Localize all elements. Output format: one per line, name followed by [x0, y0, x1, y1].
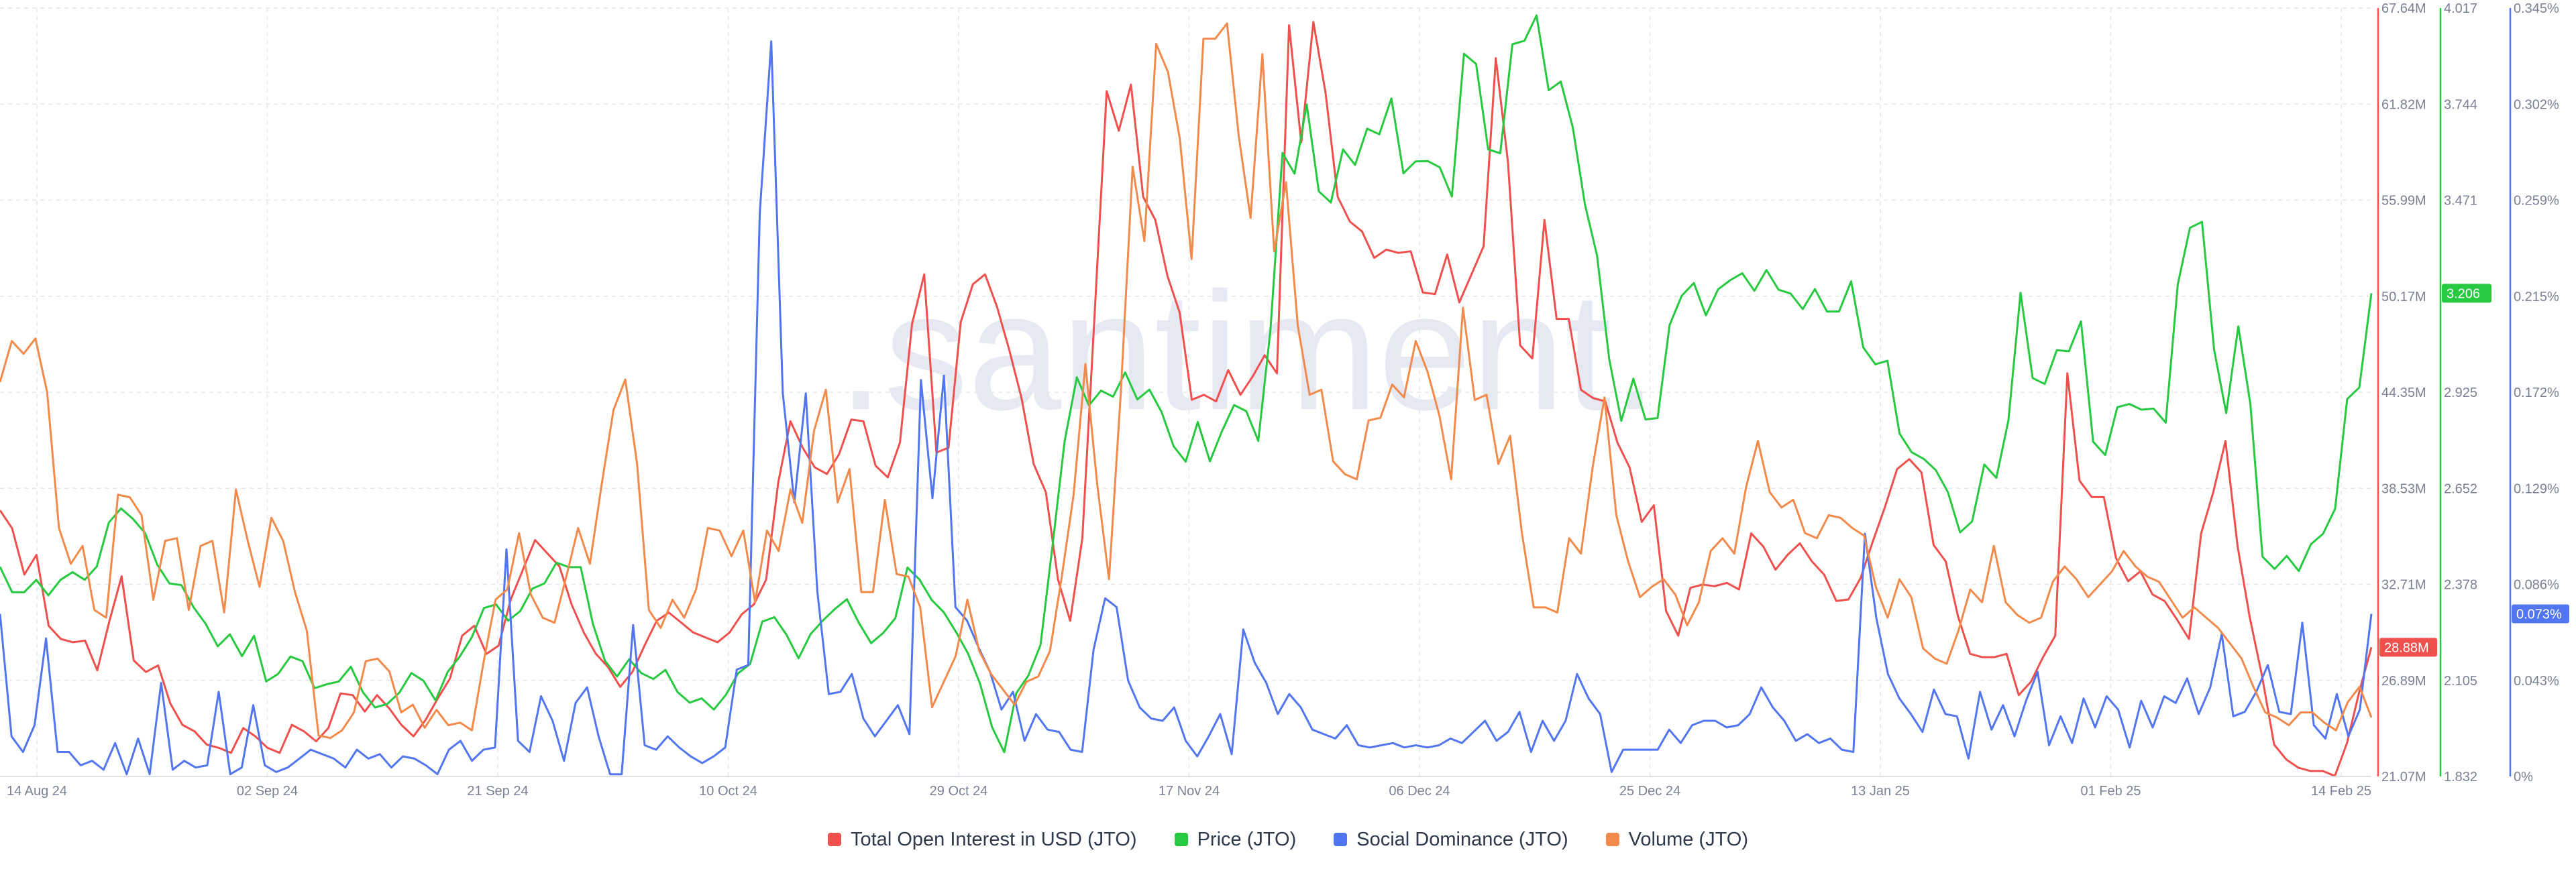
y-tick-label-oi: 21.07M: [2381, 770, 2426, 784]
legend-label-open-interest: Total Open Interest in USD (JTO): [851, 828, 1137, 850]
y-tick-label-oi: 55.99M: [2381, 194, 2426, 209]
x-tick-label: 14 Aug 24: [7, 784, 67, 799]
y-tick-label-social: 0.302%: [2514, 97, 2559, 112]
y-tick-label-oi: 61.82M: [2381, 97, 2426, 112]
series-line-price[interactable]: [0, 14, 2373, 754]
y-tick-label-price: 2.652: [2444, 481, 2477, 496]
x-tick-label: 13 Jan 25: [1851, 784, 1910, 799]
legend-item-open-interest[interactable]: Total Open Interest in USD (JTO): [828, 829, 1137, 851]
legend-label-price: Price (JTO): [1197, 828, 1297, 850]
y-tick-label-social: 0.345%: [2514, 1, 2559, 16]
legend-swatch-volume: [1605, 833, 1619, 846]
x-tick-label: 29 Oct 24: [930, 784, 988, 799]
x-tick-label: 14 Feb 25: [2311, 784, 2371, 799]
y-tick-label-social: 0.172%: [2514, 386, 2559, 400]
y-tick-label-price: 3.744: [2444, 97, 2477, 112]
series-line-oi[interactable]: [0, 21, 2373, 777]
value-labels: 28.88M 3.206 0.073%: [2379, 284, 2569, 657]
legend-item-volume[interactable]: Volume (JTO): [1605, 828, 1748, 851]
y-tick-label-price: 2.378: [2444, 578, 2477, 593]
legend: Total Open Interest in USD (JTO) Price (…: [0, 819, 2576, 860]
y-tick-label-social: 0.215%: [2514, 290, 2559, 304]
axes: 14 Aug 24 02 Sep 24 21 Sep 24 10 Oct 24 29 O…: [0, 1, 2559, 799]
y-tick-label-price: 1.832: [2444, 770, 2477, 784]
y-tick-label-social: 0.259%: [2514, 194, 2559, 209]
y-tick-label-price: 4.017: [2444, 1, 2477, 16]
y-tick-label-oi: 38.53M: [2381, 481, 2426, 496]
series-line-social[interactable]: [0, 40, 2373, 776]
last-value-badge-social: [2512, 604, 2569, 624]
y-tick-label-social: 0.043%: [2514, 674, 2559, 689]
x-tick-label: 02 Sep 24: [237, 784, 298, 799]
last-value-badge-oi: [2379, 638, 2437, 657]
y-tick-label-social: 0.086%: [2514, 578, 2559, 593]
series-line-volume[interactable]: [0, 22, 2373, 740]
legend-item-price[interactable]: Price (JTO): [1174, 828, 1297, 851]
y-tick-label-oi: 50.17M: [2381, 290, 2426, 304]
y-tick-label-price: 3.471: [2444, 194, 2477, 209]
legend-swatch-social-dominance: [1334, 833, 1348, 846]
y-tick-label-price: 2.105: [2444, 674, 2477, 689]
legend-label-volume: Volume (JTO): [1628, 828, 1748, 850]
y-tick-label-oi: 26.89M: [2381, 674, 2426, 689]
legend-swatch-open-interest: [828, 833, 841, 846]
y-tick-label-oi: 32.71M: [2381, 578, 2426, 593]
x-tick-label: 10 Oct 24: [699, 784, 757, 799]
legend-swatch-price: [1174, 833, 1188, 846]
y-tick-label-social: 0%: [2514, 770, 2533, 784]
last-value-badge-price: [2442, 284, 2491, 303]
x-tick-label: 25 Dec 24: [1619, 784, 1680, 799]
last-value-text-price: 3.206: [2447, 286, 2480, 301]
series-layer: [0, 14, 2373, 777]
last-value-text-social: 0.073%: [2516, 607, 2562, 622]
x-tick-label: 17 Nov 24: [1159, 784, 1220, 799]
x-tick-label: 01 Feb 25: [2080, 784, 2141, 799]
x-tick-label: 06 Dec 24: [1389, 784, 1450, 799]
y-tick-label-price: 2.925: [2444, 386, 2477, 400]
y-tick-label-social: 0.129%: [2514, 481, 2559, 496]
last-value-text-oi: 28.88M: [2384, 640, 2429, 655]
y-tick-label-oi: 67.64M: [2381, 1, 2426, 16]
legend-item-social-dominance[interactable]: Social Dominance (JTO): [1334, 829, 1568, 851]
legend-label-social-dominance: Social Dominance (JTO): [1356, 828, 1568, 850]
y-tick-label-oi: 44.35M: [2381, 386, 2426, 400]
x-tick-label: 21 Sep 24: [467, 784, 528, 799]
